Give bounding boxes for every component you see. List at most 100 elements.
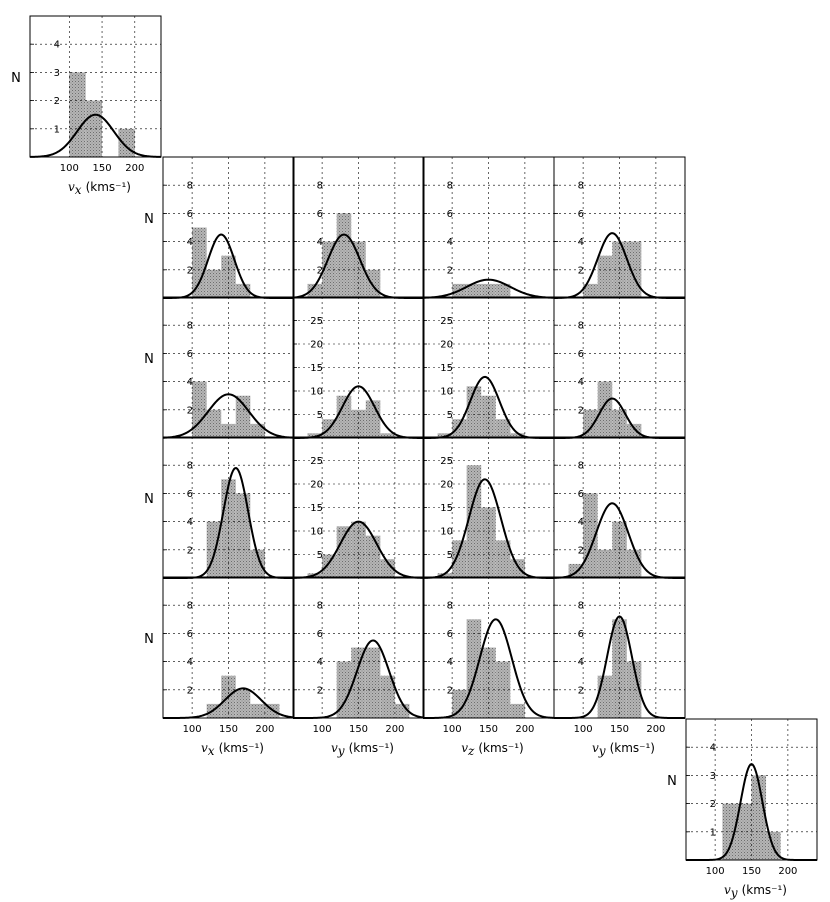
r1c4-ytick-1: 4 [578, 237, 584, 248]
panel-r2c2: 5 10 15 20 25 [292, 296, 425, 439]
r0c0-xtick-0: 100 [60, 163, 79, 174]
panel-r0c0: 1 2 3 4 N 100 150 200 vx (kms⁻¹) [11, 15, 162, 197]
r3c2-bar-4 [365, 535, 381, 578]
r4c1-xlabel: vx (kms⁻¹) [201, 741, 264, 758]
r1c3-ytick-1: 4 [447, 237, 453, 248]
r3c3-ytick-0: 5 [447, 550, 453, 561]
r4c4-xtick-0: 100 [574, 724, 593, 735]
r4c2-bar-2 [365, 647, 381, 718]
r2c1-ytick-1: 4 [187, 377, 193, 388]
r3c3-ytick-4: 25 [440, 456, 453, 467]
r4c3-bar-4 [510, 703, 525, 718]
r4c4-ytick-1: 4 [578, 657, 584, 668]
r1c4-bar-0 [583, 283, 598, 298]
r1c2-bar-2 [336, 213, 352, 298]
r1c2-ytick-3: 8 [317, 181, 323, 192]
r1c3-bar-2 [481, 283, 496, 298]
panel-r3c4: 2 4 6 8 [553, 436, 686, 579]
r4c1-ylabel: N [144, 632, 154, 647]
panel-r3c2: 5 10 15 20 25 [292, 436, 425, 579]
r4c2-xlabel: vy (kms⁻¹) [331, 741, 394, 758]
r3c4-bar-4 [626, 549, 642, 578]
r0c0-ytick-2: 3 [54, 68, 60, 79]
r3c2-ytick-4: 25 [310, 456, 323, 467]
r4c2-xtick-1: 150 [349, 724, 368, 735]
r0c0-bar-3 [85, 100, 103, 157]
r4c1-xtick-2: 200 [255, 724, 274, 735]
r5c5-ytick-2: 3 [710, 771, 716, 782]
r3c2-ytick-1: 10 [310, 527, 323, 538]
r1c2-ytick-0: 2 [317, 265, 323, 276]
panel-r1c3: 2 4 6 8 [422, 156, 555, 299]
r2c2-bar-4 [365, 400, 381, 438]
r4c2-ytick-1: 4 [317, 657, 323, 668]
r2c1-ytick-0: 2 [187, 405, 193, 416]
r2c4-ytick-2: 6 [578, 349, 584, 360]
panel-r4c2: 2 4 6 8 100 150 200 vy (kms⁻¹) [292, 576, 425, 758]
r3c4-ytick-3: 8 [578, 461, 584, 472]
panel-r2c4: 2 4 6 8 [553, 296, 686, 439]
r1c4-bar-1 [597, 255, 613, 298]
panel-r4c3: 2 4 6 8 100 150 200 vz (kms⁻¹) [422, 576, 555, 758]
r2c3-ytick-0: 5 [447, 410, 453, 421]
r4c4-xlabel: vy (kms⁻¹) [592, 741, 655, 758]
r3c1-ytick-0: 2 [187, 545, 193, 556]
r4c3-ytick-1: 4 [447, 657, 453, 668]
r1c1-ytick-1: 4 [187, 237, 193, 248]
r4c1-ytick-2: 6 [187, 629, 193, 640]
r4c1-ytick-1: 4 [187, 657, 193, 668]
r2c2-bar-2 [336, 395, 352, 438]
r2c2-ytick-0: 5 [317, 410, 323, 421]
r2c3-ytick-1: 10 [440, 387, 453, 398]
r2c1-fit-curve [162, 393, 295, 439]
r3c3-bar-4 [495, 540, 511, 578]
r2c2-bar-0 [307, 433, 323, 438]
r4c4-ytick-3: 8 [578, 601, 584, 612]
r4c4-xtick-2: 200 [646, 724, 665, 735]
r2c1-bar-3 [221, 423, 236, 438]
r4c3-bar-0 [452, 689, 467, 718]
r5c5-ytick-0: 1 [710, 827, 716, 838]
r1c1-ylabel: N [144, 212, 154, 227]
r3c2-bar-2 [336, 526, 352, 578]
r3c3-bar-5 [510, 559, 525, 578]
r1c3-bar-3 [495, 283, 511, 298]
panel-r3c3: 5 10 15 20 25 [422, 436, 555, 579]
r2c2-ytick-2: 15 [310, 363, 323, 374]
r3c2-bar-1 [322, 554, 337, 578]
r0c0-xtick-2: 200 [125, 163, 144, 174]
panel-r3c1: 2 4 6 8 N [144, 436, 295, 579]
r5c5-ytick-3: 4 [710, 743, 716, 754]
r3c3-ytick-2: 15 [440, 503, 453, 514]
panel-r4c4: 2 4 6 8 100 150 200 vy (kms⁻¹) [553, 576, 686, 758]
r3c3-ytick-1: 10 [440, 527, 453, 538]
r5c5-bar-0 [722, 803, 737, 860]
r1c4-ytick-0: 2 [578, 265, 584, 276]
r3c3-bar-1 [452, 540, 467, 578]
r4c1-ytick-3: 8 [187, 601, 193, 612]
panel-r2c1: 2 4 6 8 N [144, 296, 295, 439]
r2c4-ytick-1: 4 [578, 377, 584, 388]
r4c3-ytick-2: 6 [447, 629, 453, 640]
r2c3-ytick-3: 20 [440, 340, 453, 351]
r3c1-bar-3 [250, 549, 265, 578]
r1c1-ytick-0: 2 [187, 265, 193, 276]
r3c4-ytick-0: 2 [578, 545, 584, 556]
r1c1-bar-1 [206, 269, 222, 298]
r2c1-bar-2 [206, 409, 222, 438]
panel-r4c1: 2 4 6 8 N 100 150 200 vx (kms⁻¹) [144, 576, 295, 758]
r5c5-frame [685, 718, 818, 861]
r3c2-bar-3 [351, 521, 366, 578]
r3c2-fit-curve [292, 520, 425, 579]
r2c3-ytick-2: 15 [440, 363, 453, 374]
r4c1-xtick-0: 100 [183, 724, 202, 735]
r1c3-fit-curve [422, 278, 555, 299]
r0c0-xlabel: vx (kms⁻¹) [68, 180, 131, 197]
r1c2-ytick-2: 6 [317, 209, 323, 220]
r3c1-ytick-2: 6 [187, 489, 193, 500]
r3c3-bar-2 [466, 465, 482, 578]
r2c2-ytick-4: 25 [310, 316, 323, 327]
r4c2-frame [292, 576, 425, 719]
r5c5-xtick-2: 200 [778, 866, 797, 877]
